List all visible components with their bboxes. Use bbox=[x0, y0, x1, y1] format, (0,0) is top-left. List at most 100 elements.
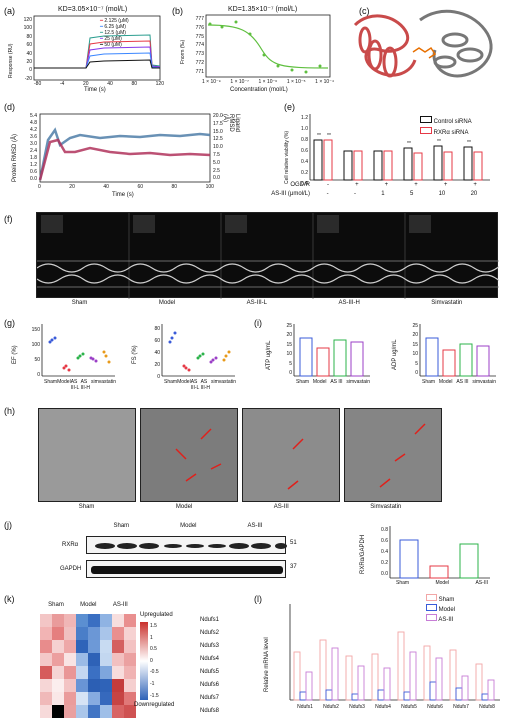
as3-row: - -1 5 10 20 bbox=[326, 191, 478, 197]
as3-row-label: AS-III (μmol/L) bbox=[271, 191, 310, 197]
panel-label: (j) bbox=[4, 520, 12, 530]
y-ticks-adp: 25 20 15 10 5 0 bbox=[412, 323, 418, 377]
rmsd-chart bbox=[38, 113, 211, 183]
kd-title: KD=1.35×10⁻⁷ (mol/L) bbox=[228, 6, 298, 13]
tem-image-as3 bbox=[242, 408, 340, 502]
y-ticks-atp: 25 20 15 10 5 0 bbox=[286, 323, 292, 377]
scale-top-label: Upregulated bbox=[140, 612, 173, 618]
group-labels: Sham Model AS-III Simvastatin bbox=[78, 504, 402, 510]
color-scale-bar bbox=[140, 622, 148, 700]
panel-label: (b) bbox=[172, 6, 183, 16]
blot-group-labels: Sham Model AS-III bbox=[113, 523, 263, 529]
ogdr-row: - + + + + + bbox=[327, 182, 477, 188]
y-axis-label: Relative mRNA level bbox=[264, 637, 270, 692]
spr-chart bbox=[33, 15, 161, 81]
ef-fs-scatter bbox=[41, 324, 235, 377]
y-axis-label: RXRα/GAPDH bbox=[360, 534, 366, 574]
panel-k: (k) Sham Model AS-III Upregulated 1.5 1 0.5 0… bbox=[0, 592, 250, 721]
blot-row-label: GAPDH bbox=[60, 566, 82, 572]
panel-a: (a) KD=3.05×10⁻⁷ (mol/L) ━ 2.125 (μM) ━ … bbox=[0, 0, 170, 95]
panel-g: (g) 150 100 50 0 80 60 40 20 0 EF (%) FS (%) Sh… bbox=[0, 318, 245, 400]
panel-label: (i) bbox=[254, 318, 262, 328]
y-ticks: 1.2 1.0 0.8 0.6 0.4 0.2 0.0 bbox=[301, 115, 308, 187]
scale-ticks: 1.5 1 0.5 0 -0.5 -1 -1.5 bbox=[150, 623, 159, 699]
y-axis-label: Response (RU) bbox=[8, 43, 14, 78]
x-labels-adp: Sham Model AS III simvastain bbox=[422, 379, 496, 385]
panel-label: (a) bbox=[4, 6, 15, 16]
y-axis-label: Fnorm (‰) bbox=[180, 39, 186, 64]
panel-label: (f) bbox=[4, 214, 13, 224]
legend: Control siRNA RXRα siRNA bbox=[420, 116, 472, 138]
atp-adp-chart bbox=[293, 324, 496, 377]
mw-marker: 37 bbox=[290, 564, 297, 570]
x-ticks: -80 -4 20 40 80 120 bbox=[34, 81, 164, 87]
rxra-bar-chart bbox=[389, 526, 490, 579]
panel-j: (j) Sham Model AS-III RXRα GAPDH 51 37 0.8… bbox=[0, 520, 508, 592]
mw-marker: 51 bbox=[290, 540, 297, 546]
tem-image-model bbox=[140, 408, 238, 502]
y-ticks-left: 5.4 4.8 4.2 3.6 3.0 2.4 1.8 1.2 0.6 0.0 bbox=[30, 113, 37, 182]
panel-c: (c) bbox=[335, 0, 508, 95]
y-axis-label-left: Protein RMSD (Å) bbox=[12, 133, 18, 182]
panel-label: (e) bbox=[284, 102, 295, 112]
y-ticks: 120 100 80 60 40 20 0 -20 bbox=[23, 17, 32, 82]
y-ticks-right: 20.0 17.5 15.0 12.5 10.0 7.5 5.0 2.5 0.0 bbox=[213, 113, 223, 182]
spr-legend: ━ 2.125 (μM) ━ 6.25 (μM) ━ 12.5 (μM) ━ 2… bbox=[100, 18, 129, 48]
group-labels: Sham Model AS-III-L AS-III-H Simvastatin bbox=[71, 300, 463, 306]
significance-stars: ** bbox=[327, 133, 331, 139]
y-axis-label-ef: EF (%) bbox=[12, 345, 18, 364]
rxra-blot bbox=[86, 536, 287, 554]
y-axis-label-atp: ATP ug/mL bbox=[266, 340, 272, 370]
heatmap bbox=[40, 614, 136, 718]
x-labels: Sham Model AS-III bbox=[396, 580, 488, 586]
docking-structure-image bbox=[353, 9, 493, 78]
panel-label: (g) bbox=[4, 318, 15, 328]
mrna-bar-chart bbox=[289, 604, 500, 701]
mst-chart bbox=[205, 14, 331, 78]
panel-f: (f) Sham Model AS-III-L AS-III-H Simvastatin bbox=[0, 212, 508, 312]
kd-title: KD=3.05×10⁻⁷ (mol/L) bbox=[58, 6, 128, 13]
x-ticks: 0 20 40 60 80 100 bbox=[38, 184, 214, 190]
x-axis-label: Concentration (mol/L) bbox=[230, 87, 288, 93]
y-ticks: 777 776 775 774 773 772 771 bbox=[195, 16, 204, 75]
y-axis-label-adp: ADP ug/mL bbox=[392, 339, 398, 370]
panel-label: (c) bbox=[359, 6, 370, 16]
panel-label: (d) bbox=[4, 102, 15, 112]
ogdr-row-label: OGD/R bbox=[290, 182, 310, 188]
y-axis-label: Cell relative viability (%) bbox=[284, 130, 290, 184]
scale-bottom-label: Downregulated bbox=[134, 702, 175, 708]
y-ticks-fs: 80 60 40 20 0 bbox=[154, 326, 160, 380]
panel-d: (d) 5.4 4.8 4.2 3.6 3.0 2.4 1.8 1.2 0.6 0.0 20.0 1… bbox=[0, 100, 245, 200]
x-ticks: 1 × 10⁻⁹ 1 × 10⁻⁷ 1 × 10⁻⁶ 1 × 10⁻⁵ 1 × 10⁻⁴ bbox=[202, 79, 334, 85]
gapdh-blot bbox=[86, 560, 286, 578]
x-labels-ef: Sham Model AS III-L AS III-H simvastatin bbox=[44, 379, 116, 391]
viability-bar-chart bbox=[309, 114, 490, 181]
panel-i: (i) 25 20 15 10 5 0 25 20 15 10 5 0 ATP ug/mL ADP … bbox=[250, 318, 508, 400]
significance-stars: ** bbox=[407, 141, 411, 147]
heatmap-col-labels: Sham Model AS-III bbox=[48, 602, 128, 608]
echocardiography-strip bbox=[36, 212, 499, 299]
legend: Sham Model AS-III bbox=[426, 594, 455, 624]
significance-stars: ** bbox=[467, 140, 471, 146]
significance-stars: ** bbox=[437, 139, 441, 145]
tem-image-simvastatin bbox=[344, 408, 442, 502]
x-axis-label: Time (s) bbox=[112, 192, 134, 198]
y-ticks: 0.8 0.6 0.4 0.2 0.0 bbox=[381, 527, 388, 577]
panel-h: (h) Sham Model AS-III Simvastatin bbox=[0, 404, 508, 516]
x-axis-label: Time (s) bbox=[84, 87, 106, 93]
x-labels: Ndufs1 Ndufs2 Ndufs3 Ndufs4 Ndufs5 Ndufs6 Nduf… bbox=[297, 704, 495, 710]
heatmap-row-labels: Ndufs1 Ndufs2 Ndufs3 Ndufs4 Ndufs5 Ndufs6 Nduf… bbox=[200, 617, 220, 714]
tem-image-sham bbox=[38, 408, 136, 502]
panel-e: (e) ** ** ** ** ** 1.2 1.0 0.8 0.6 0.4 0.2 0.0… bbox=[250, 100, 508, 210]
significance-stars: ** bbox=[317, 133, 321, 139]
panel-label: (k) bbox=[4, 594, 15, 604]
x-labels-fs: Sham Model AS III-L AS III-H simvastatin bbox=[164, 379, 236, 391]
panel-b: (b) KD=1.35×10⁻⁷ (mol/L) 777 776 775 774 773… bbox=[170, 0, 335, 95]
y-axis-label-fs: FS (%) bbox=[132, 345, 138, 364]
panel-l: (l) Relative mRNA level Sham Model AS-II… bbox=[250, 592, 508, 721]
panel-label: (h) bbox=[4, 406, 15, 416]
y-ticks-ef: 150 100 50 0 bbox=[31, 327, 40, 378]
panel-label: (l) bbox=[254, 594, 262, 604]
x-labels-atp: Sham Model AS III simvastain bbox=[296, 379, 370, 385]
y-axis-label-right: Ligand RMSD (Å) bbox=[222, 114, 240, 133]
